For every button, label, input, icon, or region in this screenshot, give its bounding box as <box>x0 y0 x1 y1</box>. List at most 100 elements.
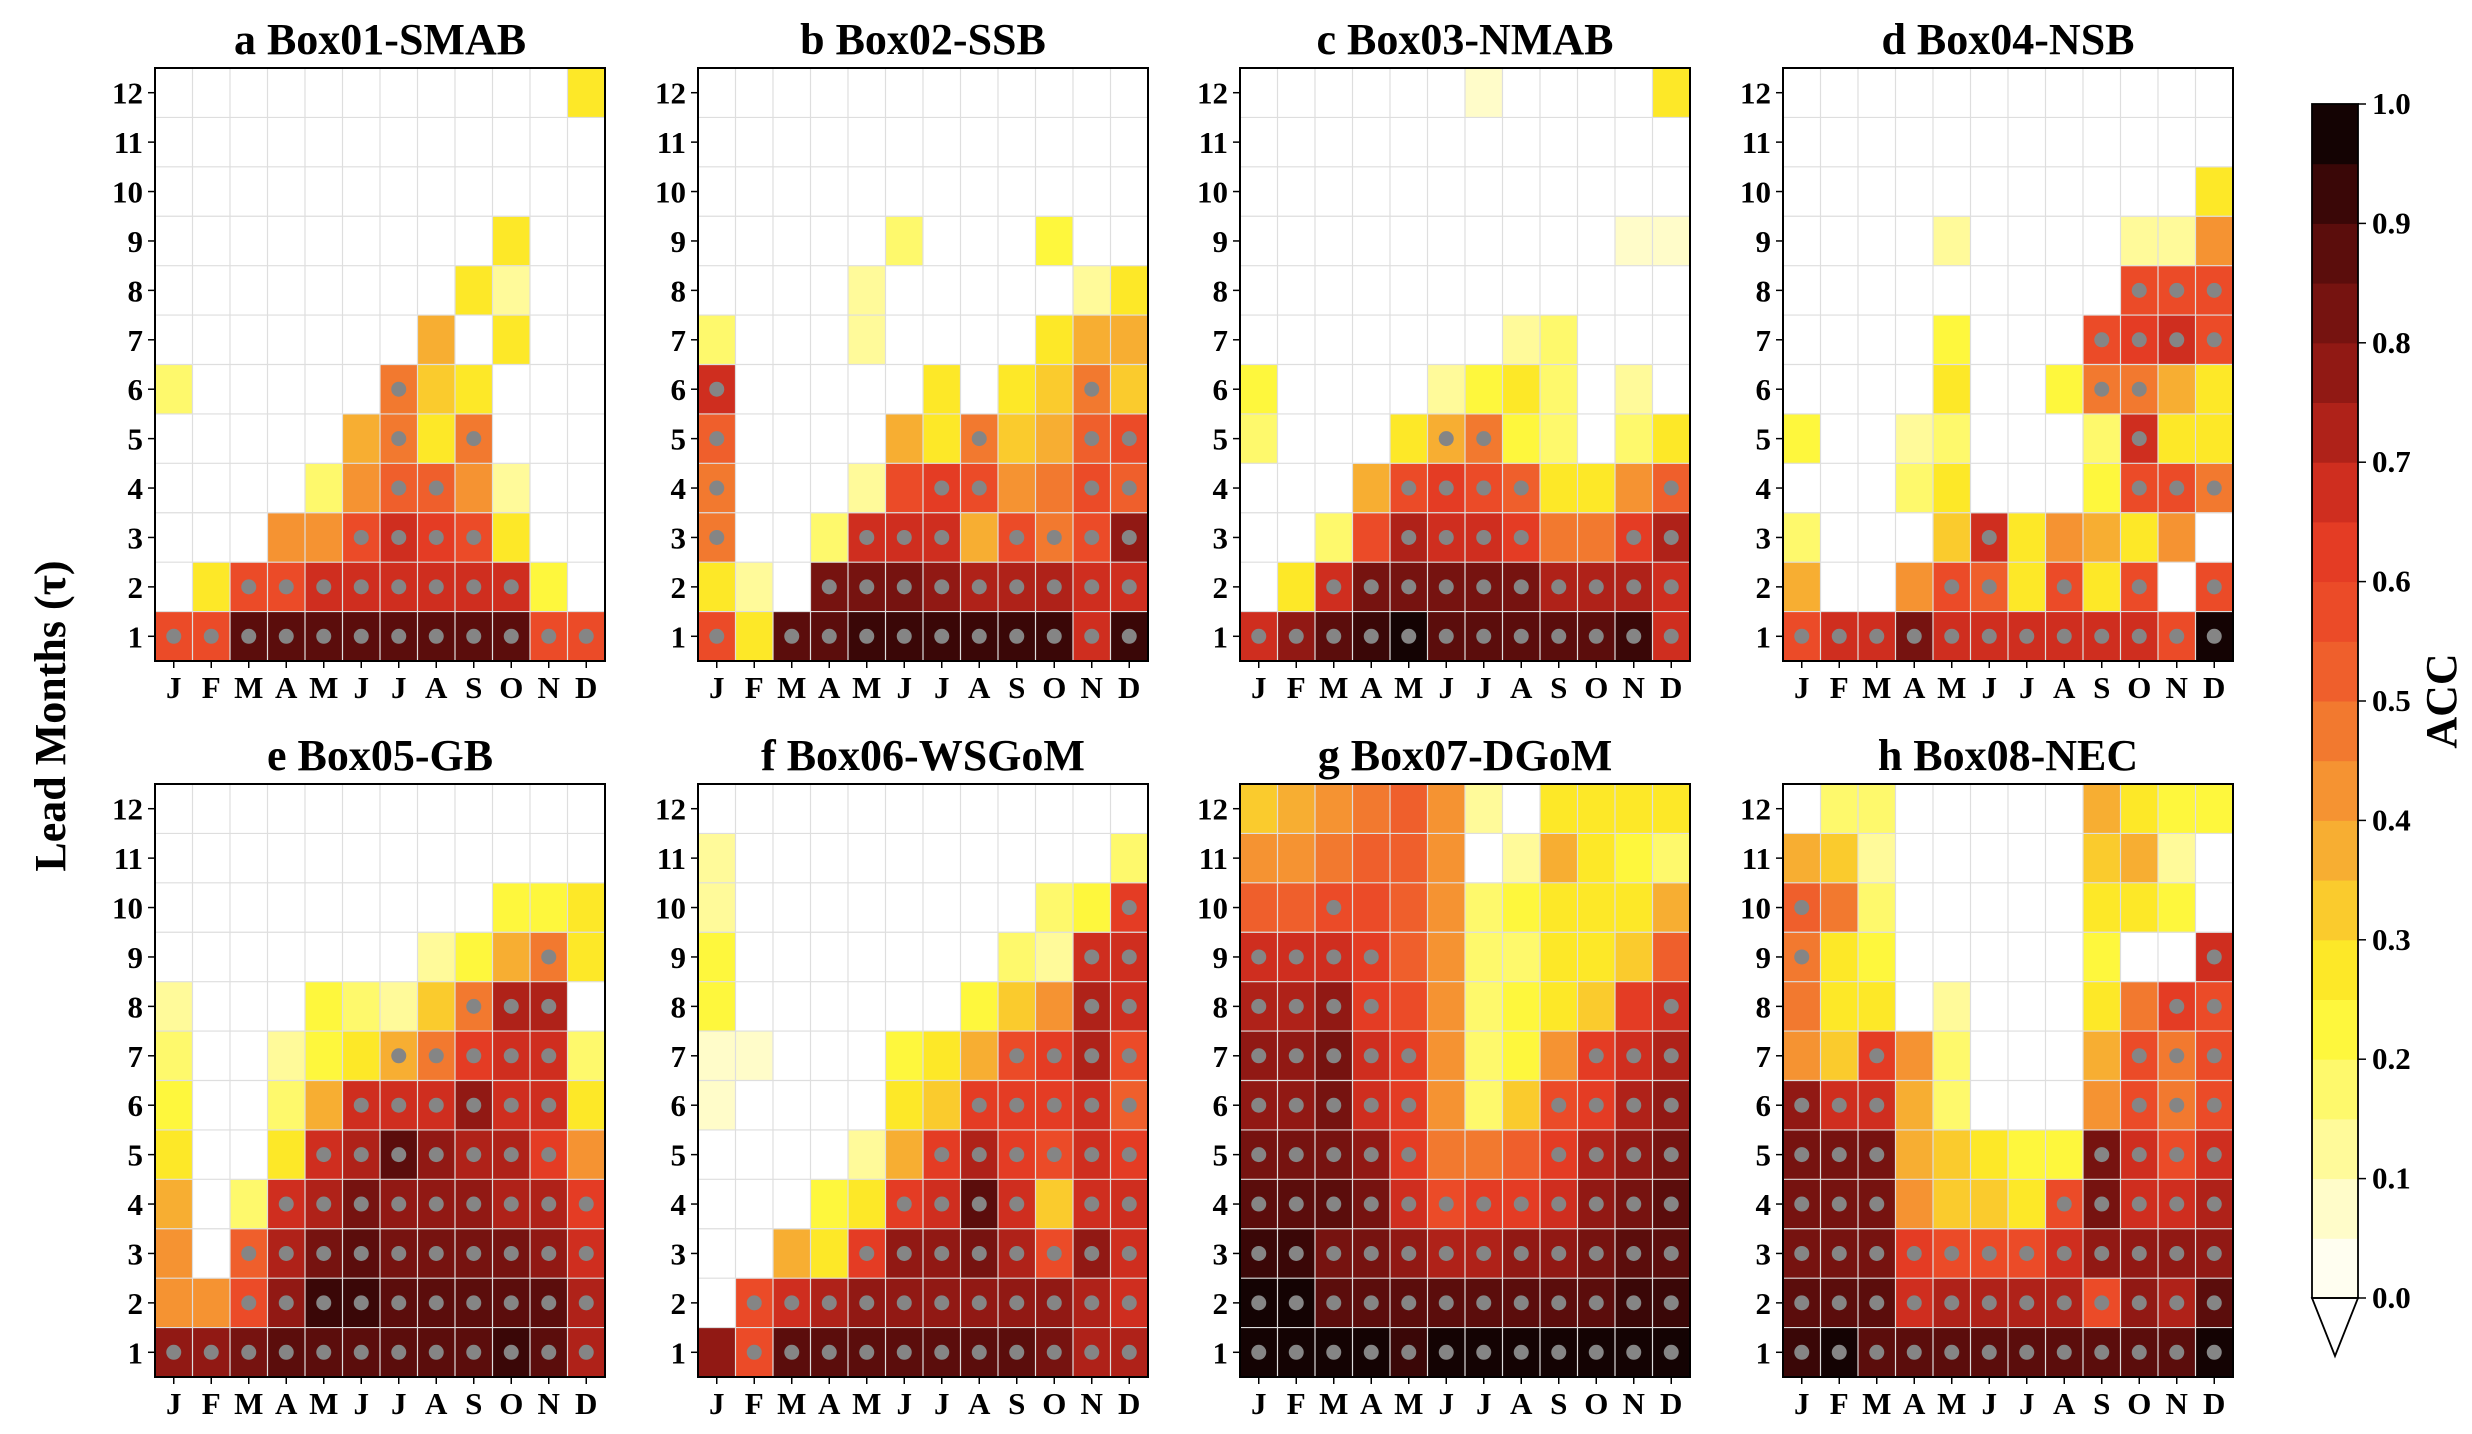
y-tick-label: 2 <box>128 1286 144 1321</box>
heatmap-cell <box>2008 117 2046 168</box>
significance-dot <box>428 628 444 644</box>
heatmap-cell <box>1352 833 1391 884</box>
heatmap-cell <box>305 117 343 168</box>
significance-dot <box>1251 628 1267 644</box>
significance-dot <box>1251 1245 1267 1261</box>
significance-dot <box>2131 1196 2147 1212</box>
heatmap-cell <box>1110 364 1149 415</box>
heatmap-cell <box>998 117 1036 168</box>
panel-title: b Box02-SSB <box>800 15 1046 64</box>
colorbar-tick-label: 0.2 <box>2372 1041 2411 1076</box>
significance-dot <box>166 1344 182 1360</box>
heatmap-cell <box>735 413 774 464</box>
y-tick-label: 1 <box>1213 1335 1229 1370</box>
heatmap-cell <box>1820 216 1859 267</box>
significance-dot <box>1626 1048 1642 1064</box>
heatmap-cell <box>380 882 418 933</box>
heatmap-cell <box>1465 932 1503 983</box>
x-tick-label: M <box>777 670 806 705</box>
significance-dot <box>1438 480 1454 496</box>
heatmap-cell <box>1970 364 2009 415</box>
x-tick-label: O <box>2127 670 2151 705</box>
heatmap-cell <box>960 364 999 415</box>
heatmap-cell <box>1390 882 1428 933</box>
heatmap-cell <box>2083 413 2121 464</box>
heatmap-cell <box>1820 117 1859 168</box>
heatmap-cell <box>2120 882 2159 933</box>
x-tick-label: S <box>465 1386 482 1421</box>
x-tick-label: J <box>1982 1386 1998 1421</box>
heatmap-cell <box>1035 833 1074 884</box>
heatmap-cell <box>1820 784 1859 834</box>
significance-dot <box>934 1196 950 1212</box>
heatmap-cell <box>342 364 381 415</box>
significance-dot <box>1906 1245 1922 1261</box>
significance-dot <box>1551 1196 1567 1212</box>
x-tick-label: N <box>1081 1386 1103 1421</box>
heatmap-cell <box>2083 784 2121 834</box>
heatmap-cell <box>2008 932 2046 983</box>
heatmap-cell <box>2120 932 2159 983</box>
heatmap-cell <box>1577 833 1616 884</box>
heatmap-cell <box>417 364 456 415</box>
heatmap-cell <box>267 166 306 217</box>
heatmap-cell <box>305 882 343 933</box>
colorbar-segment <box>2312 581 2358 642</box>
heatmap-cell <box>1502 882 1541 933</box>
heatmap-cell <box>848 117 886 168</box>
heatmap-cell <box>698 562 736 612</box>
heatmap-cell <box>735 1080 774 1131</box>
heatmap-cell <box>1465 364 1503 415</box>
y-tick-label: 10 <box>655 891 686 926</box>
heatmap-cell <box>735 117 774 168</box>
significance-dot <box>896 1245 912 1261</box>
heatmap-cell <box>342 216 381 267</box>
heatmap-cell <box>305 364 343 415</box>
significance-dot <box>2056 1245 2072 1261</box>
heatmap-cell <box>698 1080 736 1131</box>
significance-dot <box>466 1196 482 1212</box>
y-tick-label: 12 <box>1740 792 1771 827</box>
heatmap-cell <box>1858 512 1896 563</box>
x-tick-label: D <box>2203 1386 2225 1421</box>
heatmap-cell <box>455 216 493 267</box>
heatmap-cell <box>2158 784 2196 834</box>
significance-dot <box>1981 1295 1997 1311</box>
heatmap-cell <box>1277 68 1316 118</box>
heatmap-cell <box>1427 833 1466 884</box>
significance-dot <box>203 628 219 644</box>
y-tick-label: 5 <box>1756 422 1772 457</box>
significance-dot <box>203 1344 219 1360</box>
heatmap-cell <box>417 932 456 983</box>
significance-dot <box>2131 1048 2147 1064</box>
significance-dot <box>971 1097 987 1113</box>
heatmap-cell <box>267 364 306 415</box>
heatmap-cell <box>1858 463 1896 514</box>
heatmap-cell <box>2195 413 2234 464</box>
significance-dot <box>1551 1245 1567 1261</box>
heatmap-cell <box>735 68 774 118</box>
significance-dot <box>353 1344 369 1360</box>
significance-dot <box>1326 1196 1342 1212</box>
y-tick-label: 9 <box>1213 224 1229 259</box>
colorbar-tick-label: 0.6 <box>2372 564 2411 599</box>
y-tick-label: 3 <box>671 1236 687 1271</box>
y-tick-label: 10 <box>1740 175 1771 210</box>
heatmap-cell <box>1970 1031 2009 1081</box>
y-tick-label: 11 <box>1742 841 1771 876</box>
significance-dot <box>1401 529 1417 545</box>
heatmap-cell <box>885 68 924 118</box>
x-tick-label: S <box>1550 1386 1567 1421</box>
heatmap-cell <box>1895 512 1934 563</box>
significance-dot <box>1663 579 1679 595</box>
heatmap-cell <box>1240 166 1278 217</box>
colorbar-tick-label: 0.9 <box>2372 205 2411 240</box>
heatmap-cell <box>1465 265 1503 316</box>
significance-dot <box>1401 1344 1417 1360</box>
significance-dot <box>578 1295 594 1311</box>
heatmap-cell <box>698 932 736 983</box>
significance-dot <box>709 431 725 447</box>
colorbar-tick-label: 0.7 <box>2372 444 2411 479</box>
significance-dot <box>784 1295 800 1311</box>
